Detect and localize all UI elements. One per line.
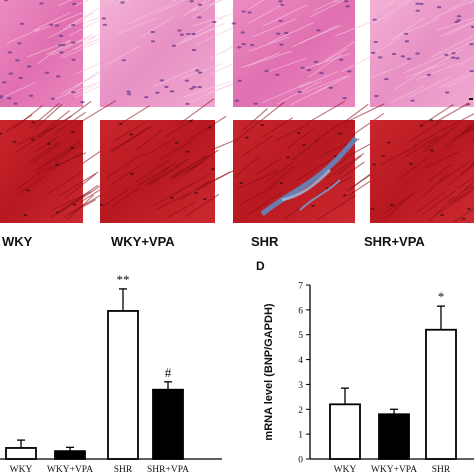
masson-trichrome-row: [0, 98, 474, 223]
bar-wky-vpa: [54, 450, 86, 460]
group-label-wky: WKY: [2, 234, 33, 249]
bar-shr-vpa: [152, 388, 184, 460]
bar-shr: [425, 328, 457, 460]
chart-collagen-volume: WKY WKY+VPA SHR ** SHR+VPA #: [0, 272, 222, 474]
he-micrograph-shr: [231, 0, 386, 107]
y-tick-4: 4: [298, 356, 303, 366]
x-tick-wky-vpa: WKY+VPA: [47, 465, 93, 474]
significance-shr-vpa: #: [165, 365, 172, 380]
masson-micrograph-wky: [0, 100, 118, 223]
masson-micrograph-wky-vpa: [99, 98, 252, 223]
group-labels: WKY WKY+VPA SHR SHR+VPA: [2, 234, 425, 249]
y-tick-5: 5: [298, 331, 303, 341]
x-tick-wky-vpa: WKY+VPA: [371, 465, 417, 474]
significance-shr: *: [438, 289, 445, 304]
x-tick-wky: WKY: [10, 465, 33, 474]
x-tick-shr: SHR: [114, 465, 133, 474]
bar-wky: [329, 403, 361, 460]
he-micrograph-shr-vpa: [369, 0, 474, 107]
x-tick-shr: SHR: [432, 465, 451, 474]
collagen-fibrosis: [260, 136, 358, 216]
he-micrograph-wky-vpa: [100, 0, 258, 107]
micrograph-grid: WKY WKY+VPA SHR SHR+VPA: [0, 0, 474, 249]
group-label-shr: SHR: [251, 234, 279, 249]
bar-wky: [5, 447, 37, 460]
masson-micrograph-shr-vpa: [370, 102, 474, 223]
y-tick-1: 1: [298, 431, 303, 441]
y-tick-6: 6: [298, 306, 303, 316]
bar-shr: [107, 310, 139, 460]
panel-letter-d: D: [256, 259, 265, 273]
group-label-wky-vpa: WKY+VPA: [111, 234, 175, 249]
he-stain-row: [0, 0, 474, 107]
y-tick-7: 7: [298, 282, 303, 292]
significance-shr: **: [117, 272, 130, 287]
y-tick-0: 0: [298, 456, 303, 466]
bar-wky-vpa: [378, 413, 410, 460]
x-tick-shr-vpa: SHR+VPA: [147, 465, 189, 474]
masson-micrograph-shr: [233, 100, 387, 223]
he-micrograph-wky: [0, 0, 126, 107]
chart-bnp-mrna: D WKY WKY+VPA SHR * 0 1 2 3 4 5 6 7 mRNA level (BNP/…: [256, 259, 474, 474]
y-tick-2: 2: [298, 406, 303, 416]
group-label-shr-vpa: SHR+VPA: [364, 234, 425, 249]
y-axis-label: mRNA level (BNP/GAPDH): [263, 303, 275, 440]
y-tick-3: 3: [298, 381, 303, 391]
x-tick-wky: WKY: [334, 465, 357, 474]
